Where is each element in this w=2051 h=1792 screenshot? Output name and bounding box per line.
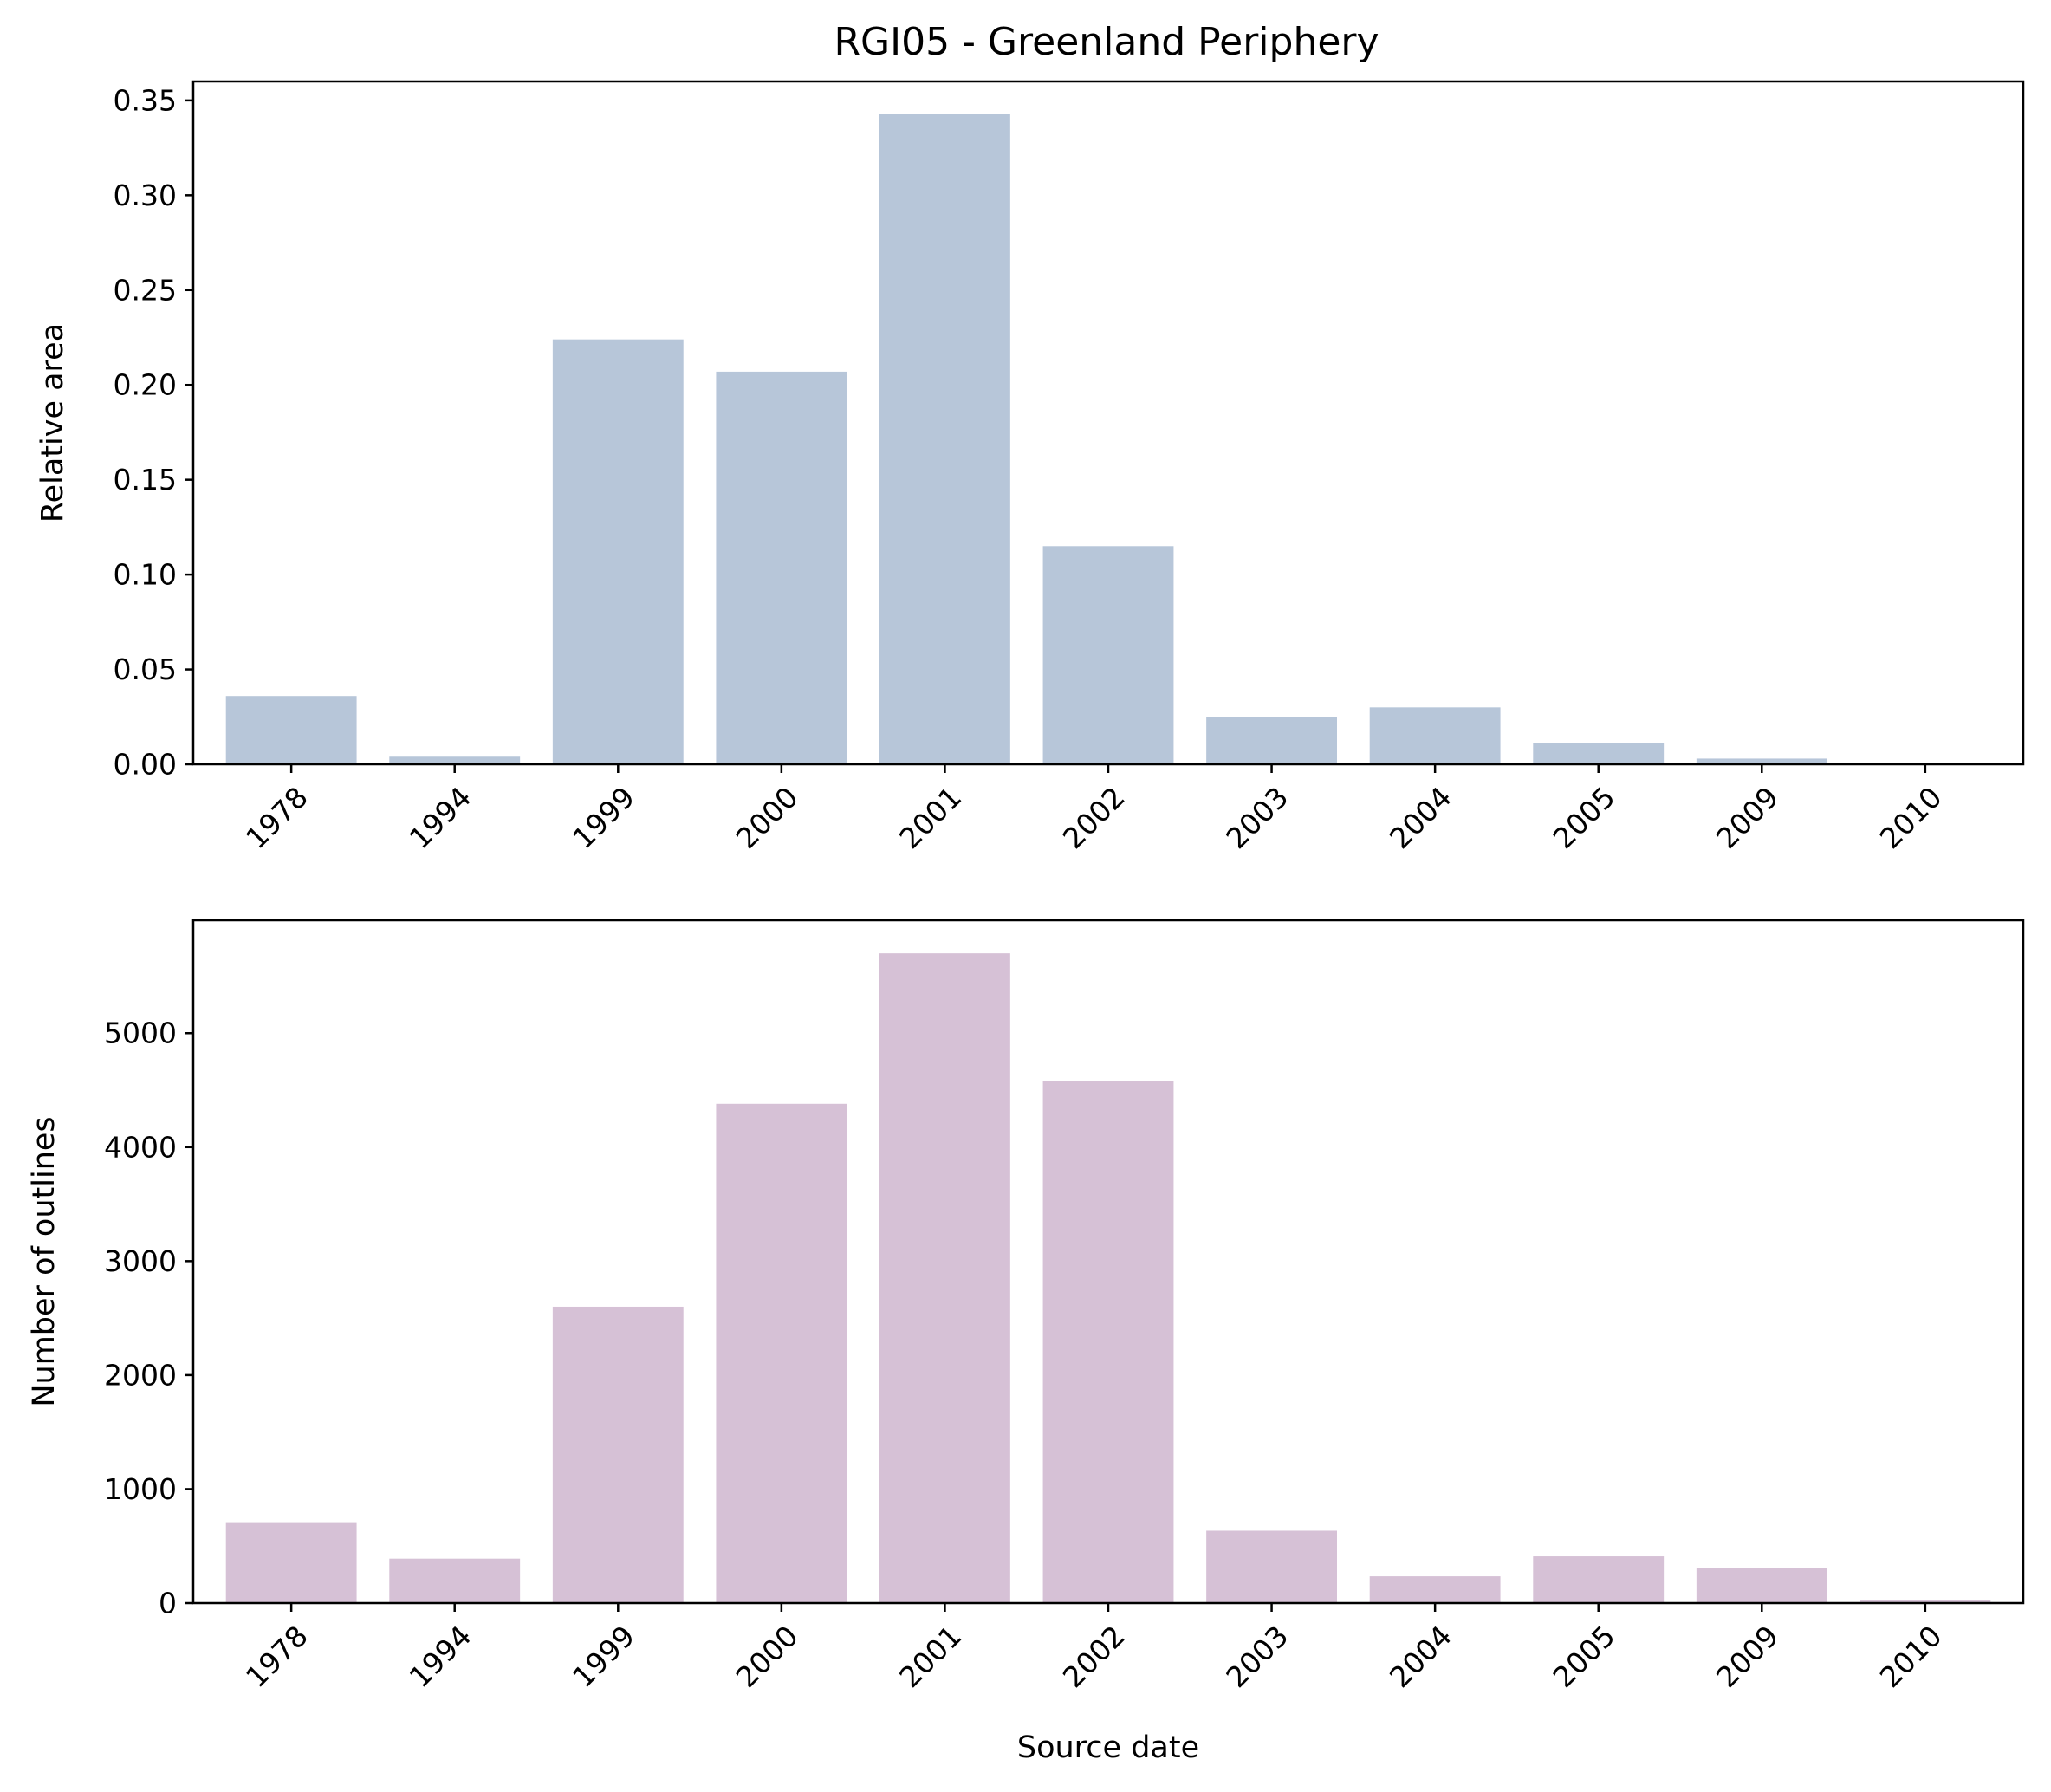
relative-area-y-tick-label: 0.35 bbox=[114, 83, 177, 117]
y-axis-label-number-of-outlines: Number of outlines bbox=[27, 1116, 62, 1406]
relative-area-bar-1994 bbox=[389, 756, 521, 764]
relative-area-bar-2009 bbox=[1696, 758, 1827, 764]
outline-count-y-ticks: 0 1000 2000 3000 4000 5000 bbox=[104, 1016, 193, 1620]
chart-title: RGI05 - Greenland Periphery bbox=[834, 20, 1379, 64]
relative-area-bars bbox=[225, 114, 1991, 764]
relative-area-bar-2000 bbox=[716, 371, 847, 764]
outline-count-y-tick-label: 0 bbox=[159, 1587, 177, 1620]
outline-count-bar-1994 bbox=[389, 1558, 521, 1603]
relative-area-bar-1999 bbox=[552, 339, 684, 764]
outline-count-bar-2002 bbox=[1042, 1081, 1174, 1603]
relative-area-bar-2001 bbox=[879, 114, 1010, 764]
relative-area-y-tick-label: 0.00 bbox=[114, 748, 177, 782]
outline-count-bar-1999 bbox=[552, 1306, 684, 1603]
relative-area-bar-2004 bbox=[1369, 707, 1501, 764]
relative-area-bar-2005 bbox=[1533, 743, 1665, 764]
outline-count-bar-2004 bbox=[1369, 1576, 1501, 1603]
outline-count-bar-2000 bbox=[716, 1103, 847, 1603]
relative-area-y-tick-label: 0.25 bbox=[114, 273, 177, 307]
relative-area-y-tick-label: 0.15 bbox=[114, 463, 177, 497]
outline-count-bar-1978 bbox=[225, 1522, 357, 1603]
relative-area-y-ticks: 0.00 0.05 0.10 0.15 0.20 0.25 0.30 0.35 bbox=[114, 83, 193, 782]
relative-area-plot-frame bbox=[191, 80, 2025, 766]
relative-area-bar-2003 bbox=[1206, 717, 1337, 764]
outline-count-y-tick-label: 1000 bbox=[104, 1472, 177, 1506]
relative-area-y-tick-label: 0.05 bbox=[114, 653, 177, 686]
relative-area-bar-2002 bbox=[1042, 546, 1174, 764]
outline-count-bar-2010 bbox=[1860, 1600, 1991, 1603]
relative-area-y-tick-label: 0.10 bbox=[114, 558, 177, 592]
x-axis-label-source-date: Source date bbox=[1017, 1730, 1199, 1765]
outline-count-bar-2003 bbox=[1206, 1530, 1337, 1603]
relative-area-y-tick-label: 0.30 bbox=[114, 179, 177, 212]
outline-count-bar-2009 bbox=[1696, 1568, 1827, 1603]
relative-area-bar-1978 bbox=[225, 696, 357, 764]
outline-count-y-tick-label: 4000 bbox=[104, 1130, 177, 1164]
outline-count-bar-2005 bbox=[1533, 1556, 1665, 1603]
relative-area-y-tick-label: 0.20 bbox=[114, 368, 177, 402]
outline-count-bars bbox=[225, 953, 1991, 1603]
y-axis-label-relative-area: Relative area bbox=[36, 323, 70, 523]
outline-count-plot-frame bbox=[191, 919, 2025, 1605]
outline-count-y-tick-label: 3000 bbox=[104, 1244, 177, 1278]
outline-count-y-tick-label: 2000 bbox=[104, 1358, 177, 1392]
outline-count-y-tick-label: 5000 bbox=[104, 1016, 177, 1050]
outline-count-bar-2001 bbox=[879, 953, 1010, 1603]
